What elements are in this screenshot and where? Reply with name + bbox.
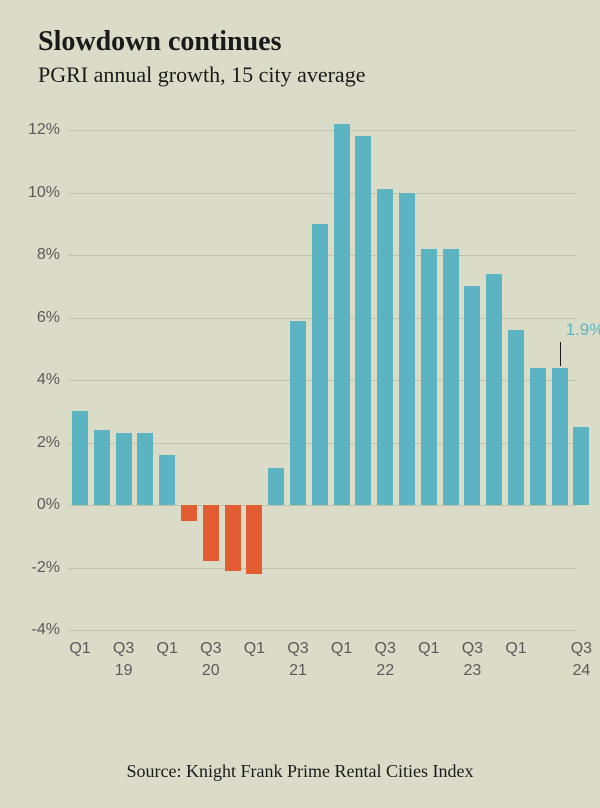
chart-plot-area: -4%-2%0%2%4%6%8%10%12%Q1Q3Q1Q3Q1Q3Q1Q3Q1…	[68, 120, 576, 690]
x-axis-quarter-label: Q1	[69, 640, 90, 658]
bar	[486, 274, 502, 505]
bar	[464, 286, 480, 505]
gridline	[68, 505, 576, 506]
bar	[116, 433, 132, 505]
bar	[377, 189, 393, 505]
bar	[268, 468, 284, 506]
bar	[290, 321, 306, 505]
x-axis-quarter-label: Q1	[331, 640, 352, 658]
bar	[552, 368, 568, 506]
bar	[159, 455, 175, 505]
x-axis-year-label: 21	[289, 662, 307, 680]
gridline	[68, 193, 576, 194]
x-axis-quarter-label: Q3	[375, 640, 396, 658]
annotation-label: 1.9%	[566, 320, 600, 340]
x-axis-quarter-label: Q1	[505, 640, 526, 658]
chart-source: Source: Knight Frank Prime Rental Cities…	[0, 761, 600, 782]
bar	[355, 136, 371, 505]
bar	[225, 505, 241, 571]
y-axis-label: 10%	[28, 184, 60, 202]
x-axis-year-label: 20	[202, 662, 220, 680]
bar	[246, 505, 262, 574]
x-axis-quarter-label: Q3	[462, 640, 483, 658]
gridline	[68, 568, 576, 569]
y-axis-label: -2%	[32, 559, 60, 577]
y-axis-label: 6%	[37, 309, 60, 327]
x-axis-quarter-label: Q1	[418, 640, 439, 658]
bar	[181, 505, 197, 521]
chart-subtitle: PGRI annual growth, 15 city average	[38, 62, 365, 88]
x-axis-year-label: 19	[115, 662, 133, 680]
x-axis-quarter-label: Q3	[200, 640, 221, 658]
bar	[203, 505, 219, 561]
gridline	[68, 130, 576, 131]
x-axis-year-label: 22	[376, 662, 394, 680]
bar	[137, 433, 153, 505]
gridline	[68, 630, 576, 631]
x-axis-quarter-label: Q3	[287, 640, 308, 658]
y-axis-label: 12%	[28, 121, 60, 139]
x-axis-quarter-label: Q3	[571, 640, 592, 658]
y-axis-label: 8%	[37, 246, 60, 264]
x-axis-year-label: 23	[463, 662, 481, 680]
x-axis-quarter-label: Q1	[244, 640, 265, 658]
y-axis-label: 2%	[37, 434, 60, 452]
y-axis-label: 0%	[37, 496, 60, 514]
bar	[421, 249, 437, 505]
bar	[530, 368, 546, 506]
y-axis-label: 4%	[37, 371, 60, 389]
bar	[508, 330, 524, 505]
y-axis-label: -4%	[32, 621, 60, 639]
bar	[312, 224, 328, 505]
bar	[399, 193, 415, 506]
x-axis-year-label: 24	[572, 662, 590, 680]
x-axis-quarter-label: Q1	[157, 640, 178, 658]
chart-title: Slowdown continues	[38, 26, 282, 58]
bar	[334, 124, 350, 505]
bar	[573, 427, 589, 505]
bar	[443, 249, 459, 505]
bar	[94, 430, 110, 505]
chart-container: Slowdown continues PGRI annual growth, 1…	[0, 0, 600, 808]
bar	[72, 411, 88, 505]
annotation-pointer	[560, 342, 561, 366]
x-axis-quarter-label: Q3	[113, 640, 134, 658]
